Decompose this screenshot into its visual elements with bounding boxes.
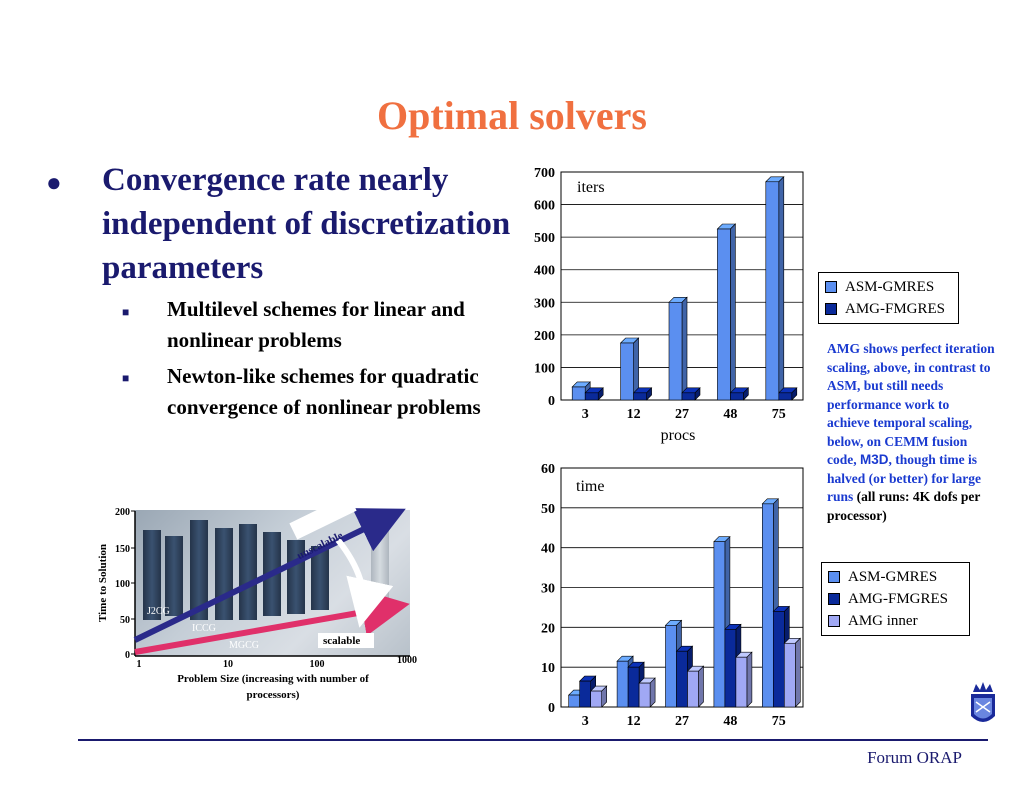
x-tick-label: 75: [772, 407, 786, 422]
bar-amg-fmgres-27: [681, 387, 701, 401]
time-label: time: [576, 478, 604, 495]
y-tick-label: 100: [534, 361, 555, 376]
legend-amg-inner: AMG inner: [848, 612, 918, 629]
bar-amg-fmgres-48: [729, 387, 750, 401]
x-tick-label: 3: [582, 407, 589, 422]
bar-amg-fmgres-3: [584, 387, 604, 401]
square-bullet-icon: ■: [122, 305, 130, 319]
bar-amg-inner-48: [735, 651, 753, 708]
legend-amg-fmgres: AMG-FMGRES: [848, 590, 949, 607]
y-tick-label: 700: [534, 166, 555, 181]
bar-asm-gmres-48: [716, 223, 737, 401]
note-part-3: (all runs: 4K dofs per processor): [827, 489, 981, 523]
y-tick-label: 0: [548, 701, 555, 716]
legend-asm-gmres: ASM-GMRES: [848, 568, 938, 585]
footer-text: Forum ORAP: [867, 748, 962, 767]
y-tick-label: 60: [541, 462, 555, 477]
y-tick-label: 600: [534, 199, 555, 214]
sub-bullet-multilevel: Multilevel schemes for linear and nonlin…: [167, 297, 465, 352]
bar-asm-gmres-3: [571, 381, 591, 401]
y-tick-label: 200: [534, 329, 555, 344]
y-tick-label: 30: [541, 582, 555, 597]
institution-crest-icon: [971, 682, 995, 722]
x-tick-label: 3: [582, 714, 589, 729]
procs-label: procs: [661, 427, 696, 444]
x-tick-label: 27: [675, 407, 689, 422]
bar-amg-inner-27: [686, 665, 705, 708]
iters-label: iters: [577, 179, 605, 196]
square-bullet-icon: ■: [122, 371, 130, 385]
x-tick-label: 48: [723, 714, 737, 729]
y-tick-label: 20: [541, 621, 555, 636]
legend-amg-fmgres: AMG-FMGRES: [845, 300, 946, 317]
x-tick-label: 27: [675, 714, 689, 729]
note-part-2: , though time is halved (or better) for …: [827, 452, 981, 504]
iters-legend: ASM-GMRES AMG-FMGRES: [818, 272, 959, 324]
note-m3d: M3D: [860, 452, 889, 467]
legend-swatch-amg: [825, 303, 837, 315]
main-bullet-text: Convergence rate nearly independent of d…: [102, 162, 511, 286]
x-tick-label: 48: [723, 407, 737, 422]
y-tick-label: 50: [541, 502, 555, 517]
bullet-dot-icon: ●: [46, 168, 62, 197]
bar-amg-fmgres-12: [632, 387, 653, 401]
x-tick-label: 75: [772, 714, 786, 729]
bar-asm-gmres-27: [668, 296, 688, 401]
y-tick-label: 300: [534, 296, 555, 311]
legend-swatch-asm: [828, 571, 840, 583]
time-legend: ASM-GMRES AMG-FMGRES AMG inner: [821, 562, 970, 636]
y-tick-label: 40: [541, 542, 555, 557]
y-tick-label: 400: [534, 264, 555, 279]
bar-amg-fmgres-75: [778, 387, 798, 401]
footer-divider: [78, 739, 988, 741]
y-tick-label: 0: [548, 394, 555, 409]
bar-amg-inner-3: [589, 685, 608, 708]
annotation-text: AMG shows perfect iteration scaling, abo…: [827, 340, 995, 525]
x-tick-label: 12: [627, 407, 641, 422]
legend-swatch-amg: [828, 593, 840, 605]
bar-asm-gmres-75: [765, 176, 785, 401]
x-tick-label: 12: [627, 714, 641, 729]
legend-asm-gmres: ASM-GMRES: [845, 278, 935, 295]
note-part-1: AMG shows perfect iteration scaling, abo…: [827, 341, 995, 467]
y-tick-label: 500: [534, 231, 555, 246]
y-tick-label: 10: [541, 661, 555, 676]
legend-swatch-amg-inner: [828, 615, 840, 627]
bar-amg-inner-12: [638, 677, 656, 708]
bar-asm-gmres-12: [619, 337, 640, 401]
slide-title: Optimal solvers: [377, 93, 647, 138]
bar-amg-inner-75: [783, 637, 802, 708]
sub-bullet-newton: Newton-like schemes for quadratic conver…: [167, 364, 481, 419]
legend-swatch-asm: [825, 281, 837, 293]
